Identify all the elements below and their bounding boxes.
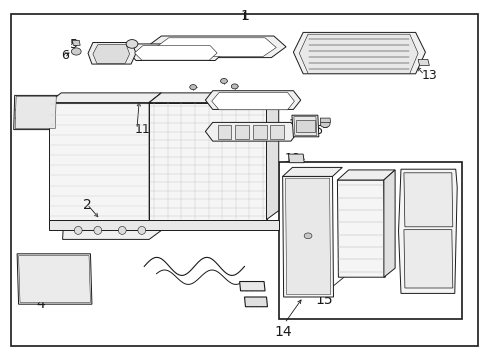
Circle shape [126, 40, 138, 48]
Circle shape [189, 85, 196, 90]
Polygon shape [19, 256, 90, 302]
Polygon shape [14, 95, 59, 130]
Polygon shape [146, 36, 285, 58]
Polygon shape [149, 93, 278, 103]
Polygon shape [291, 115, 318, 137]
Polygon shape [49, 220, 278, 230]
Text: 4: 4 [37, 297, 45, 311]
Text: 2: 2 [83, 198, 92, 212]
Text: 18: 18 [284, 152, 300, 165]
Polygon shape [417, 59, 428, 66]
Text: 7: 7 [101, 54, 108, 67]
Polygon shape [337, 170, 394, 180]
Circle shape [71, 48, 81, 55]
Polygon shape [149, 103, 266, 220]
Bar [278, 162, 461, 319]
Text: 12: 12 [228, 40, 244, 53]
Polygon shape [266, 93, 278, 220]
Text: 8: 8 [126, 41, 134, 54]
Polygon shape [149, 93, 161, 220]
Polygon shape [72, 40, 80, 45]
Polygon shape [320, 118, 330, 122]
Circle shape [320, 120, 329, 127]
Circle shape [220, 78, 227, 84]
Polygon shape [134, 46, 217, 60]
Text: 6: 6 [61, 49, 69, 62]
Bar [296, 120, 314, 132]
Ellipse shape [138, 226, 145, 234]
Polygon shape [128, 44, 224, 60]
Polygon shape [403, 173, 452, 227]
Text: 13: 13 [421, 69, 436, 82]
Text: 6: 6 [313, 124, 321, 137]
Polygon shape [252, 125, 266, 139]
Polygon shape [205, 122, 298, 141]
Polygon shape [93, 45, 129, 63]
Circle shape [231, 84, 238, 89]
Polygon shape [235, 125, 248, 139]
Polygon shape [49, 93, 161, 103]
Text: 5: 5 [321, 118, 329, 131]
Polygon shape [15, 96, 56, 129]
Polygon shape [17, 254, 92, 304]
Polygon shape [217, 125, 231, 139]
Text: 5: 5 [70, 38, 78, 51]
Polygon shape [244, 297, 267, 307]
Polygon shape [239, 282, 264, 291]
Polygon shape [282, 167, 342, 176]
Polygon shape [205, 91, 300, 109]
Polygon shape [62, 221, 161, 239]
Polygon shape [285, 178, 330, 294]
Text: 1: 1 [240, 9, 248, 23]
Text: 17: 17 [288, 118, 304, 131]
Polygon shape [293, 32, 425, 74]
Polygon shape [337, 180, 385, 277]
Polygon shape [288, 154, 304, 163]
Polygon shape [155, 38, 276, 57]
Polygon shape [299, 34, 417, 73]
Ellipse shape [94, 226, 102, 234]
Polygon shape [282, 176, 333, 297]
Polygon shape [383, 170, 394, 277]
Circle shape [304, 233, 311, 239]
Polygon shape [398, 169, 456, 293]
Text: 16: 16 [259, 125, 274, 138]
Text: 15: 15 [315, 293, 333, 307]
Polygon shape [211, 93, 294, 110]
Polygon shape [88, 42, 136, 64]
Polygon shape [270, 125, 284, 139]
Text: 10: 10 [155, 42, 171, 55]
Text: 14: 14 [274, 325, 292, 339]
Polygon shape [49, 103, 149, 220]
Text: 3: 3 [14, 108, 22, 122]
Text: 11: 11 [134, 123, 150, 136]
Ellipse shape [74, 226, 82, 234]
Ellipse shape [118, 226, 126, 234]
Polygon shape [293, 117, 316, 135]
Polygon shape [403, 230, 452, 288]
Text: 9: 9 [261, 98, 269, 111]
